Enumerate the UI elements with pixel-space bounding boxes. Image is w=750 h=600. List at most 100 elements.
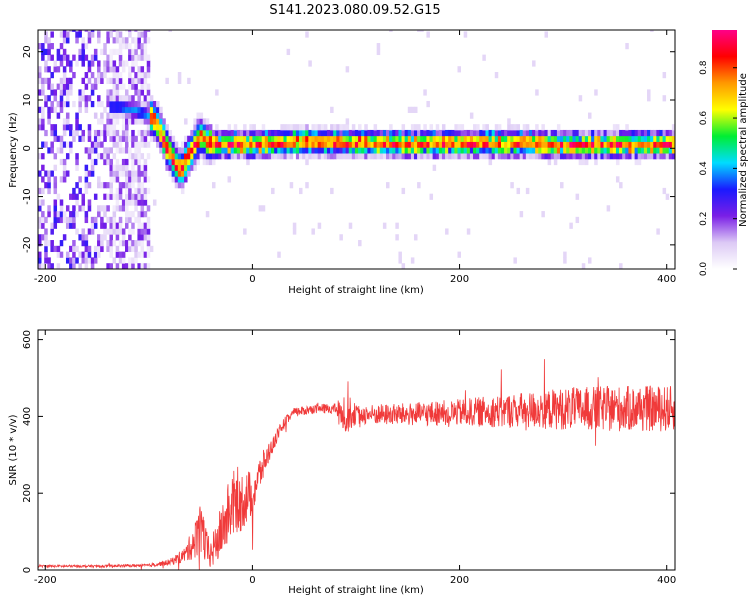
spectrogram-cell xyxy=(364,124,368,131)
spectrogram-cell xyxy=(146,30,151,32)
spectrogram-cell xyxy=(168,164,173,171)
spectrogram-cell xyxy=(348,147,353,154)
spectrogram-cell xyxy=(364,129,368,137)
spectrogram-cell xyxy=(128,30,132,32)
spectrogram-cell xyxy=(504,153,508,160)
spectrogram-cell xyxy=(423,141,427,148)
spectrogram-cell xyxy=(643,153,648,160)
spectrogram-cell xyxy=(320,141,325,148)
spectrogram-cell xyxy=(591,153,595,160)
spectrogram-cell xyxy=(125,124,129,131)
spectrogram-cell xyxy=(171,158,176,166)
spectrogram-cell xyxy=(289,124,294,131)
spectrogram-cell xyxy=(84,251,89,258)
spectrogram-cell xyxy=(460,129,465,137)
spectrogram-cell xyxy=(556,153,561,160)
spectrogram-cell xyxy=(358,124,362,131)
spectrogram-cell xyxy=(578,135,583,142)
spectrogram-cell xyxy=(53,129,58,137)
spectrogram-cell xyxy=(547,141,552,148)
spectrogram-cell xyxy=(109,95,113,102)
spectrogram-cell xyxy=(323,124,328,131)
spectrogram-cell xyxy=(224,135,228,142)
spectrogram-cell xyxy=(473,124,477,131)
spectrogram-cell xyxy=(634,153,639,160)
spectrogram-cell xyxy=(364,147,368,154)
spectrogram-cell xyxy=(137,141,141,148)
spectrogram-cell xyxy=(295,141,300,148)
spectrogram-cell xyxy=(78,31,82,38)
spectrogram-cell xyxy=(410,257,415,264)
spectrogram-cell xyxy=(140,54,145,61)
spectrogram-cell xyxy=(382,153,387,160)
spectrogram-cell xyxy=(485,135,489,142)
spectrogram-cell xyxy=(38,222,42,229)
spectrogram-cell xyxy=(47,118,51,125)
spectrogram-cell xyxy=(159,106,163,113)
spectrogram-cell xyxy=(532,129,536,137)
spectrogram-cell xyxy=(38,187,42,195)
spectrogram-cell xyxy=(283,147,287,154)
spectrogram-cell xyxy=(556,141,561,148)
spectrogram-cell xyxy=(575,153,580,160)
spectrogram-cell xyxy=(243,124,247,131)
spectrogram-cell xyxy=(109,60,113,67)
spectrogram-cell xyxy=(112,141,117,148)
spectrogram-cell xyxy=(199,118,204,125)
spectrogram-cell xyxy=(609,135,614,142)
spectrogram-cell xyxy=(622,129,626,137)
spectrogram-cell xyxy=(333,124,337,131)
spectrogram-cell xyxy=(109,106,113,113)
spectrogram-cell xyxy=(112,89,117,96)
spectrogram-cell xyxy=(665,135,670,142)
spectrogram-cell xyxy=(109,251,113,258)
spectrogram-cell xyxy=(115,83,120,90)
spectrogram-cell xyxy=(146,228,151,235)
spectrogram-cell xyxy=(62,158,67,166)
spectrogram-cell xyxy=(149,129,154,137)
spectrogram-cell xyxy=(528,141,533,148)
spectrogram-cell xyxy=(622,141,626,148)
spectrogram-cell xyxy=(438,153,443,160)
spectrogram-cell xyxy=(87,77,92,84)
spectrogram-cell xyxy=(162,135,166,142)
spectrogram-cell xyxy=(47,240,51,247)
spectrogram-cell xyxy=(50,100,54,108)
spectrogram-cell xyxy=(587,141,592,148)
spectrogram-cell xyxy=(205,141,210,148)
spectrogram-cell xyxy=(90,222,95,229)
spectrogram-cell xyxy=(184,118,188,125)
spectrogram-cell xyxy=(131,141,135,148)
spectrogram-cell xyxy=(563,141,567,148)
spectrogram-cell xyxy=(41,89,45,96)
spectrogram-cell xyxy=(140,89,145,96)
spectrogram-cell xyxy=(152,199,157,206)
spectrogram-cell xyxy=(97,182,101,189)
spectrogram-cell xyxy=(137,228,141,235)
spectrogram-cell xyxy=(128,176,132,183)
spectrogram-cell xyxy=(65,77,70,84)
spectrogram-cell xyxy=(563,129,567,137)
spectrogram-cell xyxy=(205,158,210,166)
spectrogram-cell xyxy=(165,124,169,131)
spectrogram-cell xyxy=(379,135,384,142)
spectrogram-cell xyxy=(454,141,458,148)
spectrogram-cell xyxy=(81,205,86,212)
spectrogram-cell xyxy=(109,89,113,96)
spectrogram-cell xyxy=(600,135,604,142)
spectrogram-cell xyxy=(140,211,145,218)
spectrogram-cell xyxy=(93,48,98,56)
spectrogram-cell xyxy=(653,153,657,160)
spectrogram-cell xyxy=(41,141,45,148)
spectrogram-cell xyxy=(143,170,148,177)
spectrogram-cell xyxy=(283,124,287,131)
spectrogram-cell xyxy=(50,141,54,148)
spectrogram-cell xyxy=(87,170,92,177)
spectrogram-cell xyxy=(112,30,117,32)
spectrogram-cell xyxy=(236,129,241,137)
spectrogram-cell xyxy=(553,141,558,148)
spectrogram-cell xyxy=(152,118,157,125)
spectrogram-cell xyxy=(146,100,151,108)
spectrogram-cell xyxy=(507,118,511,125)
spectrogram-cell xyxy=(398,153,402,160)
